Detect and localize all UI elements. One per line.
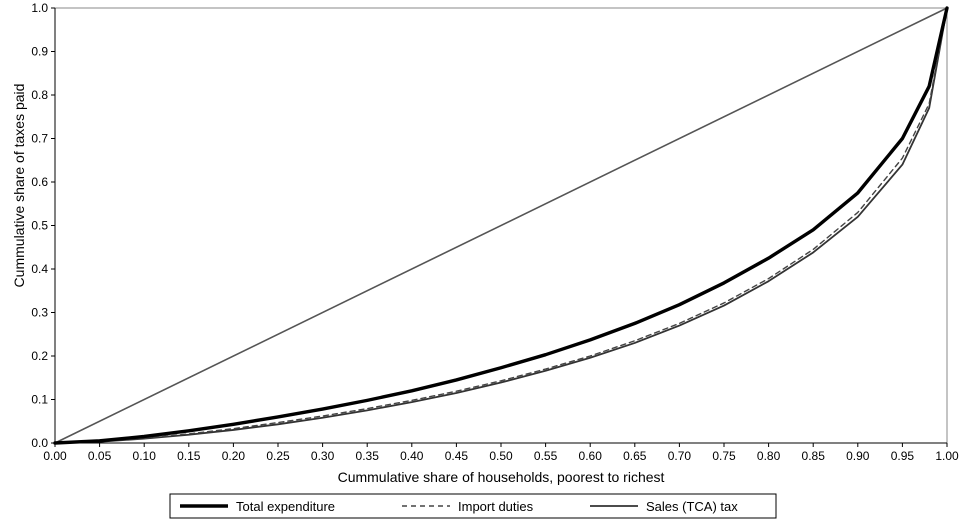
- y-tick-label: 0.1: [31, 393, 48, 407]
- x-tick-label: 0.65: [623, 449, 647, 463]
- equality-line: [54, 7, 948, 444]
- y-tick-label: 0.4: [31, 262, 48, 276]
- x-axis-title: Cummulative share of households, poorest…: [338, 469, 665, 485]
- series-line-2: [54, 7, 948, 444]
- x-tick-label: 0.40: [400, 449, 424, 463]
- x-tick-label: 0.45: [445, 449, 469, 463]
- x-tick-label: 0.35: [356, 449, 380, 463]
- y-axis-title: Cummulative share of taxes paid: [11, 84, 27, 288]
- x-tick-label: 0.60: [579, 449, 603, 463]
- series-line-0: [53, 6, 949, 445]
- x-tick-label: 0.05: [88, 449, 112, 463]
- x-tick-label: 0.95: [891, 449, 915, 463]
- x-tick-label: 0.75: [712, 449, 736, 463]
- x-tick-label: 0.50: [489, 449, 513, 463]
- y-tick-label: 0.3: [31, 306, 48, 320]
- x-tick-label: 0.25: [266, 449, 290, 463]
- legend-label: Sales (TCA) tax: [646, 499, 738, 514]
- y-tick-label: 0.6: [31, 175, 48, 189]
- legend: Total expenditure Import duties Sales (TCA…: [169, 493, 777, 519]
- x-tick-label: 0.10: [133, 449, 157, 463]
- y-tick-label: 0.8: [31, 88, 48, 102]
- y-tick-label: 0.0: [31, 436, 48, 450]
- x-tick-label: 1.00: [935, 449, 959, 463]
- legend-label: Import duties: [458, 499, 534, 514]
- x-tick-label: 0.70: [668, 449, 692, 463]
- legend-label: Total expenditure: [236, 499, 335, 514]
- y-tick-label: 0.9: [31, 45, 48, 59]
- x-tick-label: 0.00: [43, 449, 67, 463]
- x-tick-label: 0.85: [802, 449, 826, 463]
- y-tick-label: 1.0: [31, 1, 48, 15]
- series-line-1: [54, 7, 948, 444]
- x-tick-label: 0.20: [222, 449, 246, 463]
- x-tick-label: 0.55: [534, 449, 558, 463]
- legend-box: [169, 493, 777, 519]
- y-tick-label: 0.5: [31, 219, 48, 233]
- x-tick-label: 0.30: [311, 449, 335, 463]
- x-tick-label: 0.80: [757, 449, 781, 463]
- x-tick-label: 0.15: [177, 449, 201, 463]
- y-tick-label: 0.2: [31, 349, 48, 363]
- x-tick-label: 0.90: [846, 449, 870, 463]
- y-tick-label: 0.7: [31, 132, 48, 146]
